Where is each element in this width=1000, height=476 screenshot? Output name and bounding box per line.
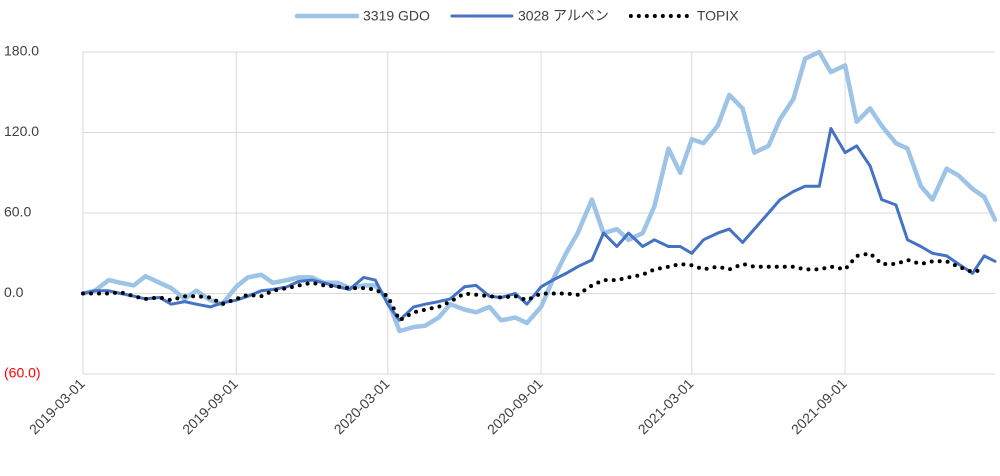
legend-label: TOPIX (697, 8, 739, 24)
series-line (81, 127, 997, 322)
x-tick-label: 2019-09-01 (179, 375, 241, 437)
y-tick-label: 180.0 (4, 43, 39, 59)
legend-label: 3319 GDO (363, 8, 430, 24)
x-tick-label: 2020-03-01 (331, 375, 393, 437)
legend-label: 3028 アルペン (518, 8, 609, 24)
series-line (80, 49, 998, 334)
y-tick-label: 120.0 (4, 123, 39, 139)
legend-item: 3319 GDO (294, 8, 430, 24)
y-tick-label: (60.0) (4, 365, 41, 381)
x-tick-label: 2019-03-01 (26, 375, 88, 437)
legend-item: 3028 アルペン (450, 8, 609, 24)
legend-item: TOPIX (628, 8, 739, 24)
x-tick-label: 2021-09-01 (788, 375, 850, 437)
y-tick-label: 60.0 (4, 204, 31, 220)
x-tick-label: 2021-03-01 (635, 375, 697, 437)
x-tick-label: 2020-09-01 (484, 375, 546, 437)
series-line (81, 251, 987, 324)
y-tick-label: 0.0 (4, 284, 24, 300)
